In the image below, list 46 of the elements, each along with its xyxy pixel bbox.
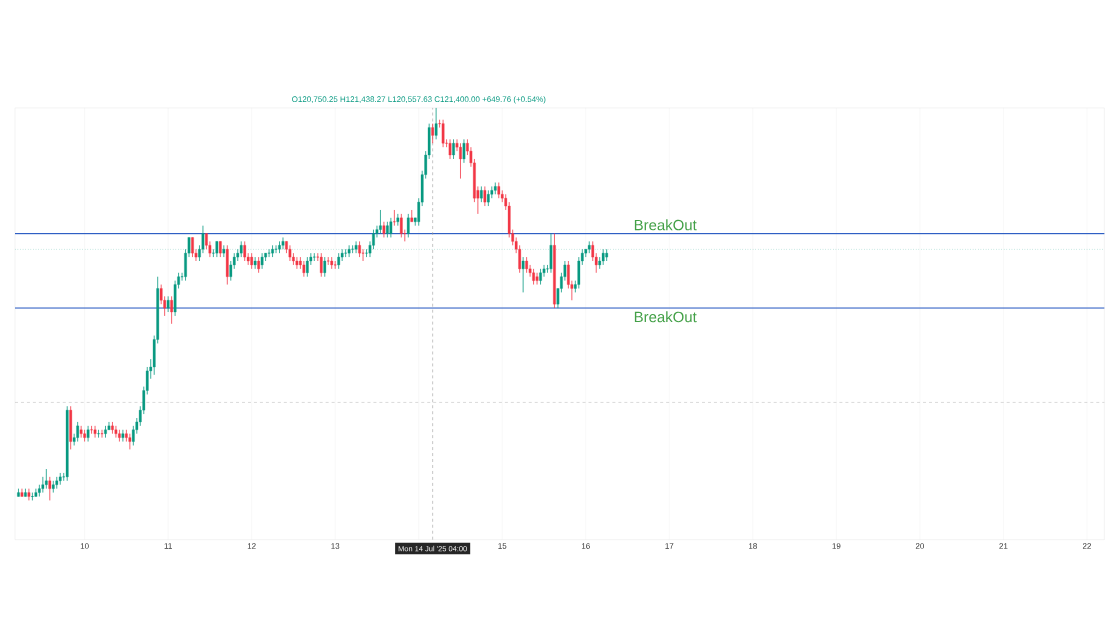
candlestick [166,296,170,313]
candlestick [406,213,410,239]
candlestick [364,249,369,258]
candlestick [448,139,452,160]
candlestick [79,425,83,439]
candlestick [44,468,48,490]
candlestick [253,256,257,270]
candlestick [267,249,271,258]
candlestick [535,272,539,286]
candlestick [333,260,337,270]
candlestick [312,252,316,262]
ref-line-label: BreakOut [634,219,697,231]
candlestick [549,233,553,274]
candlestick [323,256,327,278]
candlestick [306,256,309,278]
candlestick [274,245,278,254]
candlestick [288,245,292,262]
candlestick [434,107,438,140]
candlestick [344,249,348,258]
candlestick [89,425,94,435]
candlestick [34,488,38,498]
candlestick [100,429,104,439]
candlestick [392,209,396,227]
candlestick [191,237,194,258]
candlestick [459,143,462,180]
candlestick [96,429,101,439]
candlestick [281,237,285,250]
candlestick [441,119,445,148]
candlestick [114,425,118,439]
candlestick [319,252,323,278]
ref-line-label: BreakOut [634,311,697,323]
candlestick [128,433,132,450]
candlestick [354,241,358,254]
candlestick [30,492,35,502]
candlestick [379,209,382,235]
candlestick [93,425,97,439]
candlestick [76,421,79,443]
candlestick [243,241,247,262]
candlestick [170,296,173,325]
candlestick [326,256,330,266]
candlestick [361,249,365,262]
candlestick [350,245,355,254]
candlestick [452,139,455,160]
candlestick [431,123,434,144]
candlestick [302,260,306,278]
candlestick [347,245,351,258]
